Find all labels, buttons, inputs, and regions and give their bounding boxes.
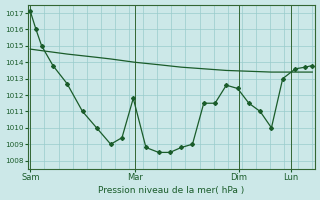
- X-axis label: Pression niveau de la mer( hPa ): Pression niveau de la mer( hPa ): [98, 186, 244, 195]
